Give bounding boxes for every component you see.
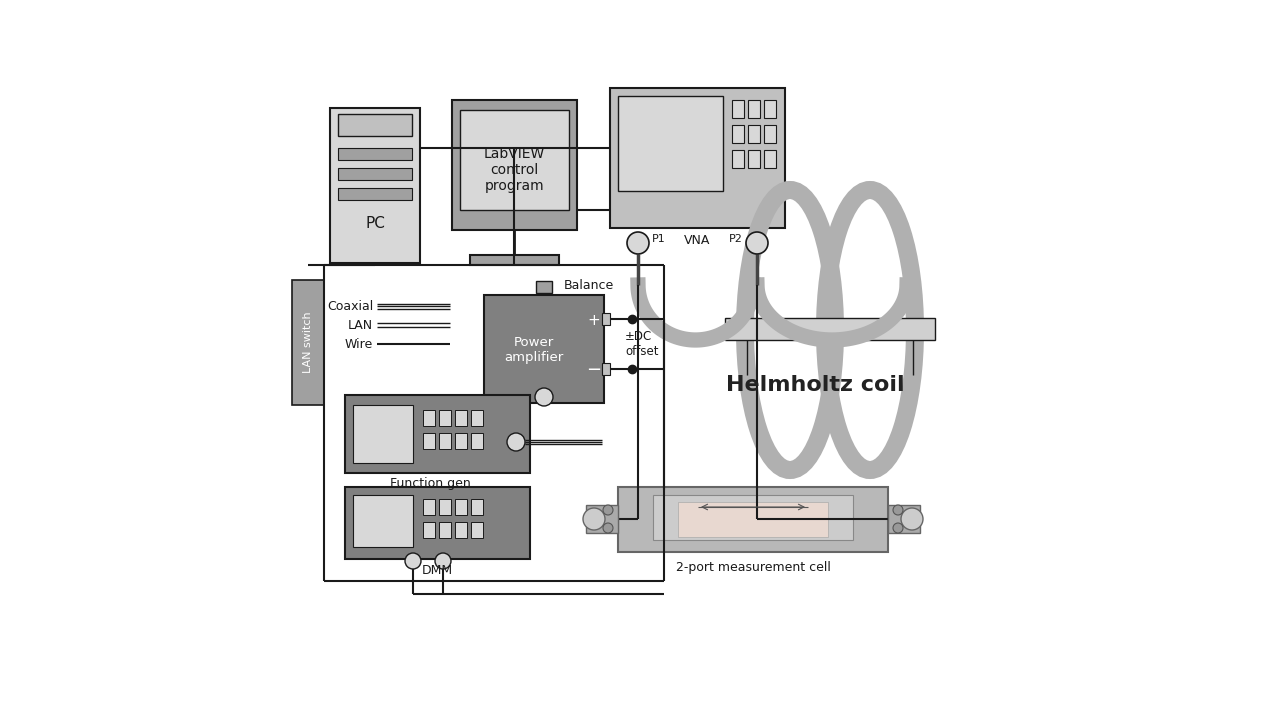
Circle shape (893, 505, 902, 515)
Bar (470, 255, 559, 265)
Circle shape (901, 508, 923, 530)
Bar (452, 100, 577, 230)
Bar (618, 487, 888, 552)
Circle shape (893, 523, 902, 533)
Bar (422, 433, 435, 449)
Text: Helmholtz coil: Helmholtz coil (726, 375, 904, 395)
Circle shape (507, 433, 525, 451)
Bar (888, 505, 920, 533)
Bar (338, 168, 412, 180)
Bar (338, 114, 412, 136)
Bar (353, 495, 413, 547)
Bar (439, 433, 451, 449)
Bar (454, 522, 467, 538)
Circle shape (627, 232, 649, 254)
Bar (454, 410, 467, 426)
Circle shape (404, 553, 421, 569)
Bar (353, 405, 413, 463)
Bar (439, 410, 451, 426)
Bar (484, 295, 604, 403)
Bar (330, 108, 420, 263)
Text: LAN switch: LAN switch (303, 312, 314, 373)
Circle shape (582, 508, 605, 530)
Bar (618, 96, 723, 191)
Bar (586, 505, 618, 533)
Text: P2: P2 (730, 234, 742, 244)
Text: +: + (588, 312, 600, 328)
Text: Coaxial: Coaxial (326, 300, 372, 312)
Bar (439, 499, 451, 515)
Bar (764, 100, 776, 118)
Bar (471, 433, 483, 449)
Bar (338, 188, 412, 200)
Bar (471, 499, 483, 515)
Circle shape (603, 505, 613, 515)
Text: VNA: VNA (685, 233, 710, 246)
Bar (292, 280, 324, 405)
Text: P1: P1 (652, 234, 666, 244)
Bar (653, 495, 852, 540)
Bar (748, 100, 760, 118)
Bar (460, 110, 570, 210)
Circle shape (435, 553, 451, 569)
Text: DMM: DMM (422, 564, 453, 577)
Text: Wire: Wire (344, 338, 372, 351)
Circle shape (603, 523, 613, 533)
Text: PC: PC (365, 215, 385, 230)
Bar (422, 410, 435, 426)
Bar (732, 100, 744, 118)
Bar (338, 148, 412, 160)
Bar (748, 150, 760, 168)
Bar (732, 125, 744, 143)
Bar (764, 125, 776, 143)
Bar (764, 150, 776, 168)
Text: 2-port measurement cell: 2-port measurement cell (676, 562, 831, 575)
Bar (678, 502, 828, 537)
Text: Function gen.: Function gen. (390, 477, 475, 490)
Text: ±DC
offset: ±DC offset (625, 330, 658, 358)
Bar (471, 410, 483, 426)
Bar (346, 395, 530, 473)
Bar (422, 499, 435, 515)
Text: Power
amplifier: Power amplifier (504, 336, 563, 364)
Text: LabVIEW
control
program: LabVIEW control program (484, 147, 545, 193)
Bar (724, 318, 934, 340)
Bar (602, 313, 611, 325)
Text: −: − (586, 361, 602, 379)
Bar (732, 150, 744, 168)
Text: Balance: Balance (564, 279, 614, 292)
Bar (602, 363, 611, 375)
Bar (536, 281, 552, 293)
Circle shape (746, 232, 768, 254)
Bar (454, 433, 467, 449)
Bar (454, 499, 467, 515)
Bar (422, 522, 435, 538)
Text: LAN: LAN (348, 318, 372, 331)
Bar (611, 88, 785, 228)
Bar (471, 522, 483, 538)
Bar (748, 125, 760, 143)
Bar (346, 487, 530, 559)
Bar (439, 522, 451, 538)
Circle shape (535, 388, 553, 406)
